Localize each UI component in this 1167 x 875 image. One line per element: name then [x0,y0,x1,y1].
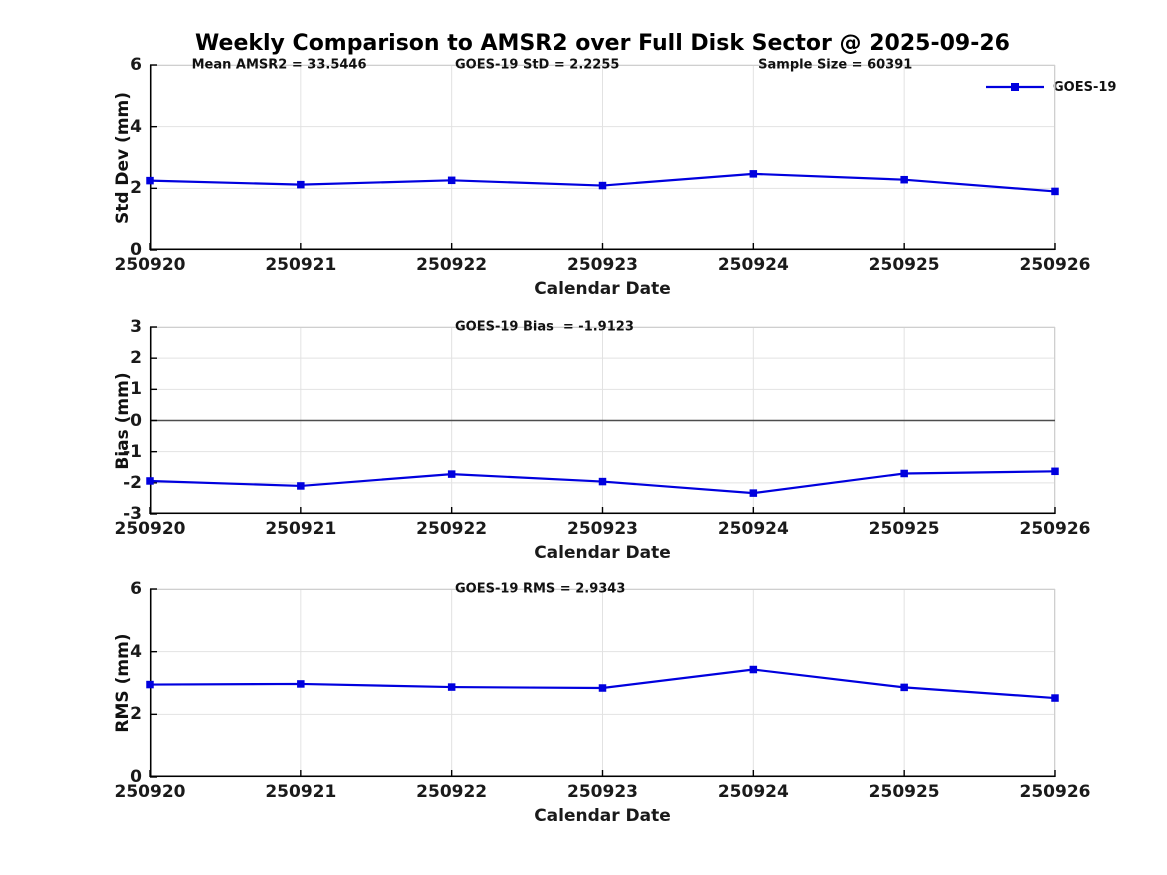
rms-x-axis-label: Calendar Date [534,806,671,826]
x-tick-label: 250926 [1019,782,1091,802]
x-tick-label: 250920 [114,255,186,275]
GOES-19-marker [900,469,908,478]
x-tick-label: 250921 [265,519,337,539]
y-tick-label: 0 [130,240,142,260]
GOES-19-marker [749,489,758,497]
GOES-19-marker [447,470,456,478]
y-tick-label: 2 [130,348,142,369]
x-tick-label: 250920 [114,782,186,802]
y-tick-label: 4 [130,641,142,662]
stddev-plot-area [146,64,1059,251]
bias-plot-area [146,326,1059,515]
x-tick-label: 250921 [265,782,337,802]
GOES-19-marker [749,665,758,674]
GOES-19-marker [297,482,305,490]
GOES-19-marker [1051,694,1059,702]
y-tick-label: -3 [123,504,142,524]
x-tick-label: 250925 [868,519,940,539]
mean-amsr2-annotation: Mean AMSR2 = 33.5446 [191,57,367,73]
y-tick-label: -1 [123,441,142,462]
goes19-std-annotation: GOES-19 StD = 2.2255 [454,57,620,73]
y-tick-label: -2 [123,472,142,493]
x-tick-label: 250922 [416,782,488,802]
GOES-19-marker [1051,467,1059,476]
GOES-19-marker [1051,187,1059,196]
sample-size-annotation: Sample Size = 60391 [758,57,913,73]
GOES-19-marker [749,170,758,178]
x-tick-label: 250923 [567,519,638,539]
x-tick-label: 250923 [567,782,638,802]
goes19-bias-annotation: GOES-19 Bias = -1.9123 [454,319,634,335]
figure-title: Weekly Comparison to AMSR2 over Full Dis… [195,31,1010,56]
x-tick-label: 250925 [868,255,940,275]
x-tick-label: 250926 [1019,255,1091,275]
x-tick-label: 250920 [114,519,186,539]
GOES-19-marker [297,680,305,688]
GOES-19-marker [900,175,908,184]
x-tick-label: 250924 [717,255,789,275]
x-tick-label: 250922 [416,519,488,539]
y-tick-label: 0 [130,767,142,787]
bias-x-axis-label: Calendar Date [534,543,671,563]
y-tick-label: 2 [130,704,142,725]
x-tick-label: 250926 [1019,519,1091,539]
GOES-19-marker [447,683,456,691]
y-tick-label: 3 [130,317,142,337]
stddev-panel: Mean AMSR2 = 33.5446 GOES-19 StD = 2.225… [113,55,1090,299]
GOES-19-marker [900,683,908,692]
x-tick-label: 250924 [717,782,789,802]
y-tick-label: 4 [130,116,142,137]
GOES-19-marker [146,680,154,689]
GOES-19-marker [146,477,154,485]
y-tick-label: 6 [130,579,142,599]
x-tick-label: 250923 [567,255,638,275]
stddev-x-axis-label: Calendar Date [534,279,671,299]
stddev-y-axis-label: Std Dev (mm) [113,91,133,224]
x-tick-label: 250921 [265,255,337,275]
x-tick-label: 250924 [717,519,789,539]
GOES-19-marker [447,176,456,185]
bias-panel: GOES-19 Bias = -1.9123 Bias (mm) -3 -2 -1 0… [113,317,1090,563]
GOES-19-marker [146,176,154,185]
legend-label: GOES-19 [1053,79,1117,95]
GOES-19-marker [598,684,607,692]
y-tick-label: 1 [130,379,142,400]
x-tick-label: 250922 [416,255,488,275]
x-tick-label: 250925 [868,782,940,802]
GOES-19-marker [598,181,607,190]
GOES-19-marker [297,180,305,189]
GOES-19-marker [598,477,607,486]
y-tick-label: 6 [130,55,142,75]
y-tick-label: 0 [130,410,142,431]
legend-line-icon [986,83,1044,91]
rms-plot-area [146,588,1059,778]
goes19-rms-annotation: GOES-19 RMS = 2.9343 [454,581,626,597]
legend: GOES-19 [984,78,1116,96]
y-tick-label: 2 [130,178,142,199]
